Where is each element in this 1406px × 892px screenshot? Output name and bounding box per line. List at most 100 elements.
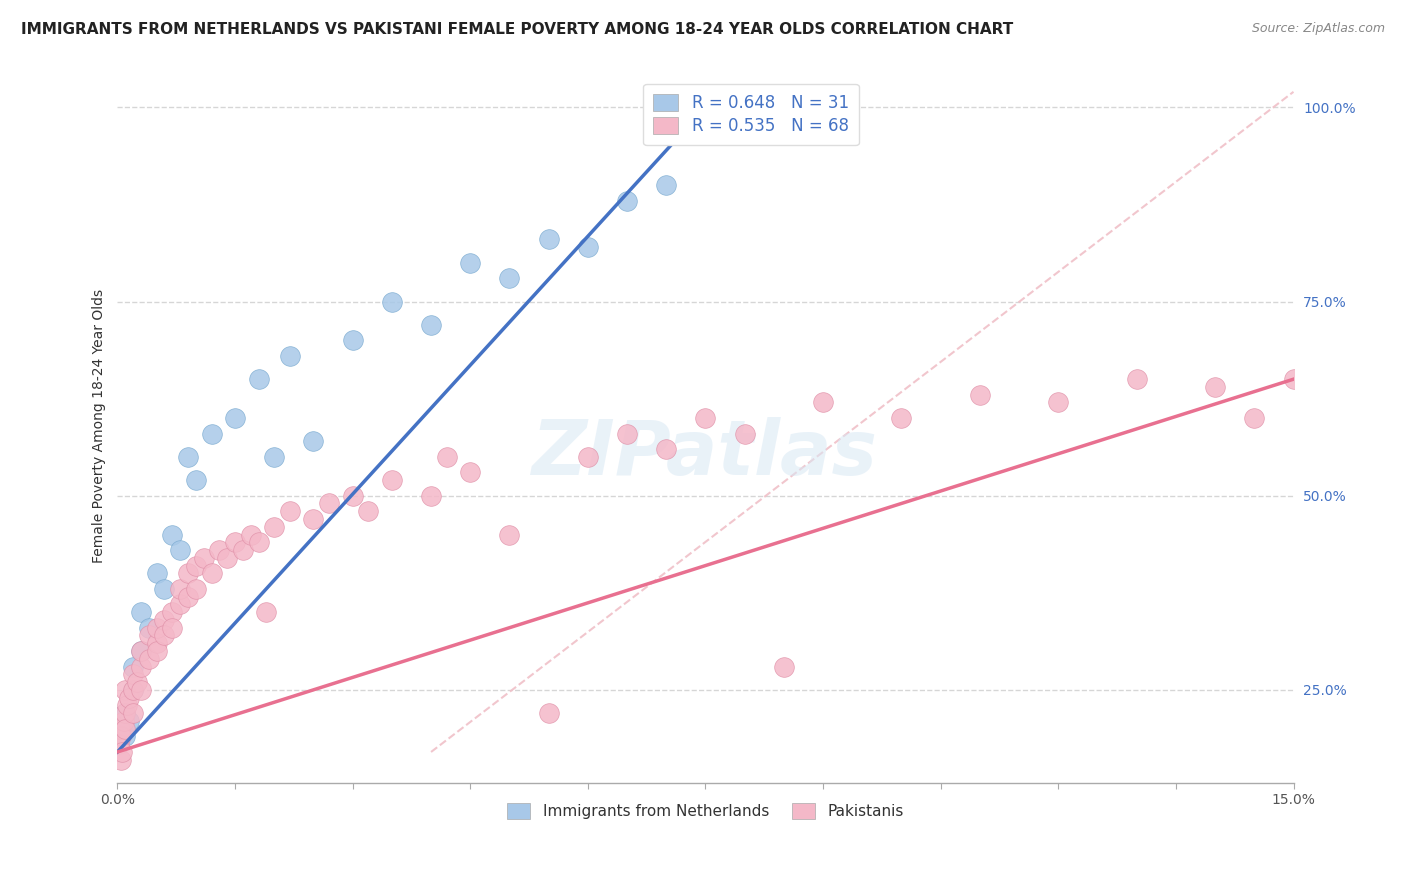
Point [420,489,443,503]
Point [318,496,340,510]
Point [734,426,756,441]
Point [145,644,167,658]
Point [263,450,285,464]
Point [169,543,191,558]
Text: Source: ZipAtlas.com: Source: ZipAtlas.com [1251,22,1385,36]
Point [217,550,239,565]
Point [153,582,176,596]
Point [436,450,458,464]
Point [537,706,560,720]
Point [302,512,325,526]
Point [1243,411,1265,425]
Point [357,504,380,518]
Point [1047,395,1070,409]
Text: IMMIGRANTS FROM NETHERLANDS VS PAKISTANI FEMALE POVERTY AMONG 18-24 YEAR OLDS CO: IMMIGRANTS FROM NETHERLANDS VS PAKISTANI… [21,22,1014,37]
Point [114,730,136,744]
Point [169,582,191,596]
Point [138,628,160,642]
Point [247,535,270,549]
Point [110,730,132,744]
Point [200,566,222,581]
Point [162,527,184,541]
Point [114,722,136,736]
Point [129,644,152,658]
Point [145,636,167,650]
Legend: Immigrants from Netherlands, Pakistanis: Immigrants from Netherlands, Pakistanis [502,797,910,825]
Point [129,682,152,697]
Point [108,737,131,751]
Point [342,489,364,503]
Point [773,659,796,673]
Point [247,372,270,386]
Point [890,411,912,425]
Point [193,550,215,565]
Point [184,473,207,487]
Point [969,388,991,402]
Point [129,605,152,619]
Point [224,535,246,549]
Point [1204,380,1226,394]
Point [169,598,191,612]
Point [239,527,262,541]
Point [177,450,200,464]
Point [177,590,200,604]
Point [145,621,167,635]
Point [458,255,481,269]
Point [458,466,481,480]
Point [115,698,138,713]
Point [1125,372,1147,386]
Point [110,753,132,767]
Point [122,706,145,720]
Point [122,667,145,681]
Point [153,628,176,642]
Point [420,318,443,332]
Point [125,675,148,690]
Point [177,566,200,581]
Point [1282,372,1305,386]
Point [655,178,678,192]
Point [114,682,136,697]
Point [381,473,404,487]
Point [162,621,184,635]
Point [138,621,160,635]
Point [254,605,277,619]
Point [278,349,301,363]
Point [114,706,136,720]
Point [498,271,520,285]
Point [302,434,325,449]
Y-axis label: Female Poverty Among 18-24 Year Olds: Female Poverty Among 18-24 Year Olds [93,289,107,563]
Point [122,682,145,697]
Point [118,690,141,705]
Point [153,613,176,627]
Point [112,714,135,728]
Point [811,395,834,409]
Point [184,582,207,596]
Point [695,100,717,114]
Point [278,504,301,518]
Point [576,450,599,464]
Point [616,426,638,441]
Point [114,706,136,720]
Point [263,520,285,534]
Point [108,722,131,736]
Point [122,659,145,673]
Point [232,543,254,558]
Text: ZIPatlas: ZIPatlas [533,417,879,491]
Point [537,232,560,246]
Point [655,442,678,456]
Point [145,566,167,581]
Point [138,652,160,666]
Point [129,659,152,673]
Point [224,411,246,425]
Point [381,294,404,309]
Point [695,411,717,425]
Point [129,644,152,658]
Point [110,722,132,736]
Point [342,334,364,348]
Point [184,558,207,573]
Point [576,240,599,254]
Point [498,527,520,541]
Point [616,194,638,208]
Point [200,426,222,441]
Point [111,745,134,759]
